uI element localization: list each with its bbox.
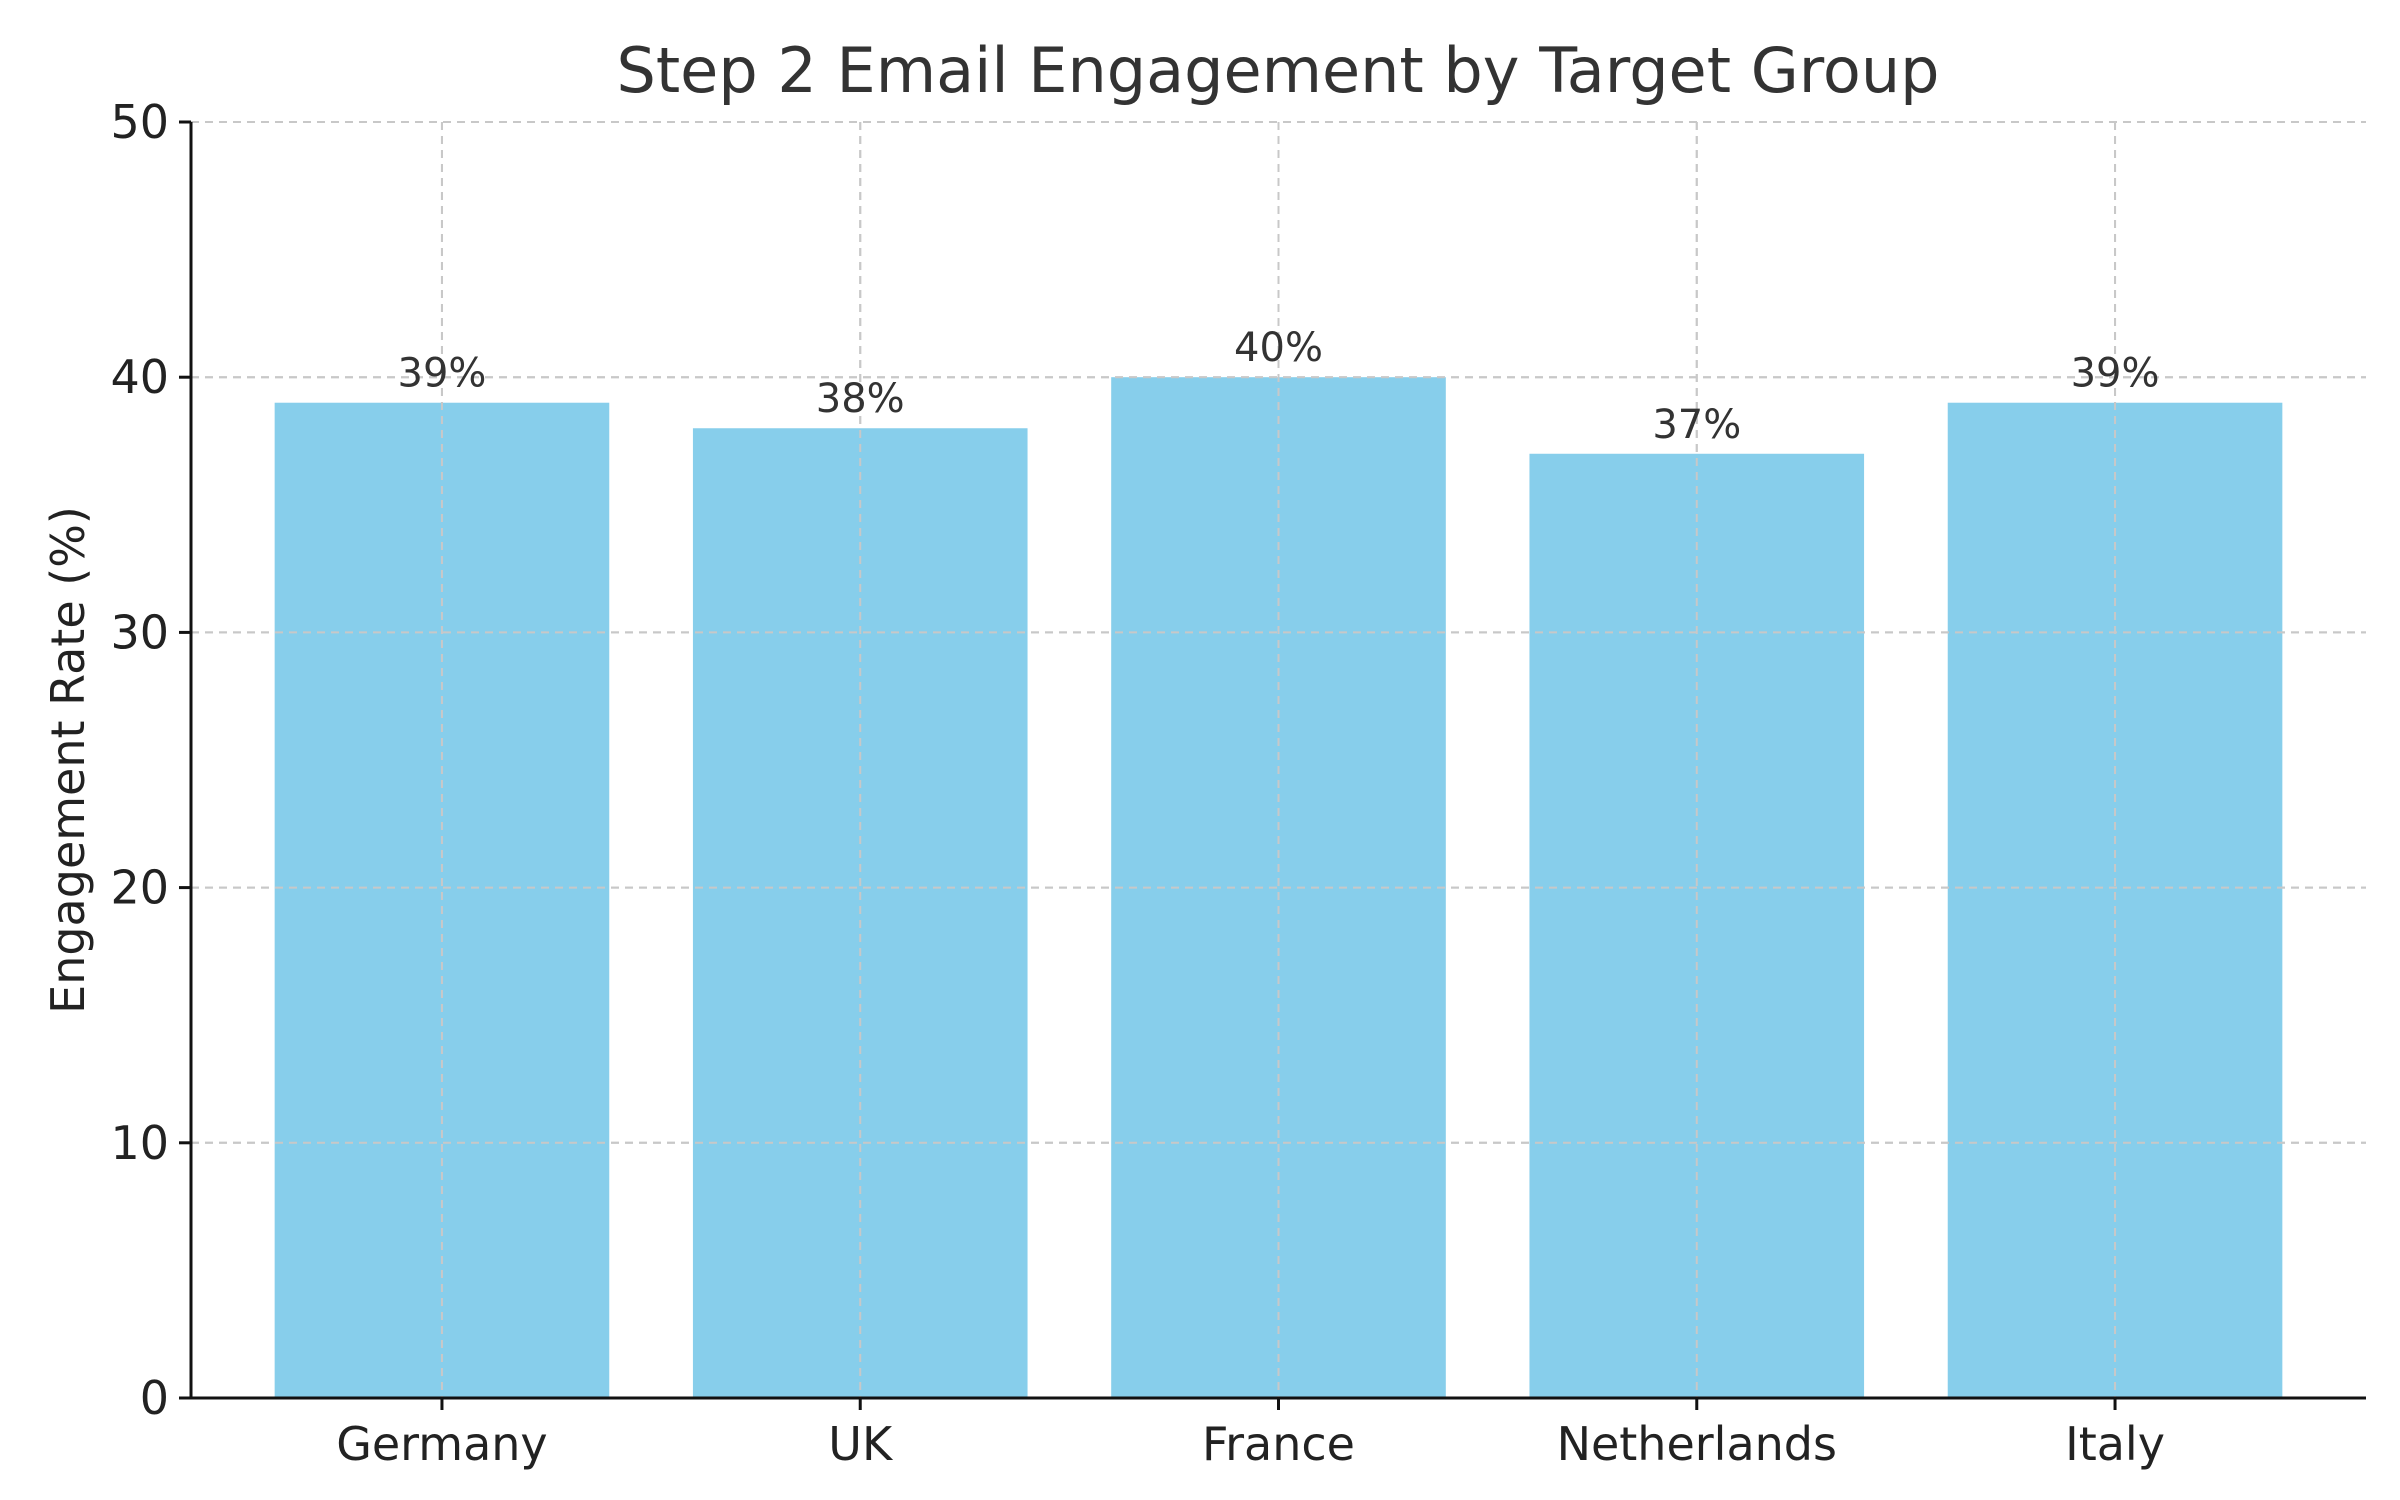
data-label: 37% [1652,402,1741,448]
y-tick-label: 20 [110,861,169,915]
y-axis-label: Engagement Rate (%) [41,506,95,1014]
y-tick-label: 50 [110,95,169,149]
y-tick-label: 0 [140,1371,169,1425]
x-tick-label: Netherlands [1557,1417,1837,1471]
labels: 0 10 20 30 40 50 Germany UK France Netherlands Ita… [110,95,2164,1471]
x-tick-label: Italy [2065,1417,2165,1471]
chart-title: Step 2 Email Engagement by Target Group [617,34,1940,107]
x-tick-label: Germany [336,1417,547,1471]
data-label: 38% [816,376,905,422]
x-tick-label: France [1202,1417,1355,1471]
data-label: 39% [398,351,487,397]
y-tick-label: 40 [110,350,169,404]
data-label: 40% [1234,325,1323,371]
data-label: 39% [2071,351,2160,397]
x-tick-label: UK [828,1417,894,1471]
y-tick-label: 10 [110,1116,169,1170]
bars [191,121,2366,1399]
axes [179,120,2366,1410]
y-tick-label: 30 [110,605,169,659]
